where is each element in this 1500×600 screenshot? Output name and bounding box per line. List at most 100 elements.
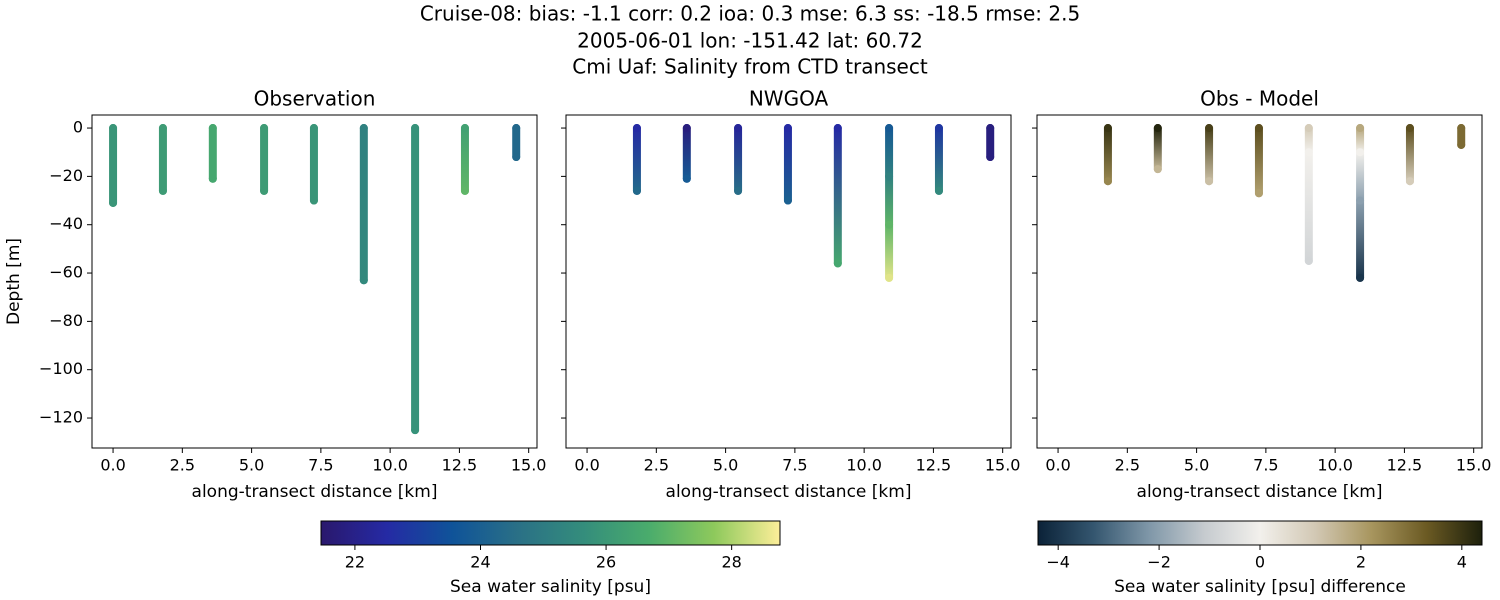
sample-point — [1254, 124, 1263, 133]
sample-point — [934, 186, 943, 195]
sample-point — [1356, 124, 1365, 133]
x-tick-label: 10.0 — [846, 456, 882, 475]
sample-point — [1103, 124, 1112, 133]
x-tick-label: 10.0 — [1317, 456, 1353, 475]
x-tick-label: 7.5 — [782, 456, 807, 475]
sample-point — [885, 172, 894, 181]
sample-point — [1254, 189, 1263, 198]
colorbar-tick-label: −4 — [1046, 553, 1070, 572]
colorbar-tick-label: 26 — [596, 553, 616, 572]
sample-point — [734, 186, 743, 195]
x-tick-label: 5.0 — [713, 456, 738, 475]
sample-point — [1457, 140, 1466, 149]
colorbar-tick-label: 2 — [1356, 553, 1366, 572]
colorbar — [320, 520, 781, 546]
sample-point — [208, 124, 217, 133]
x-tick-label: 0.0 — [1045, 456, 1070, 475]
axes-title: Obs - Model — [1200, 87, 1319, 111]
sample-point — [359, 124, 368, 133]
x-tick-label: 7.5 — [1253, 456, 1278, 475]
colorbar-label: Sea water salinity [psu] difference — [1114, 577, 1406, 597]
sample-point — [885, 220, 894, 229]
sample-point — [783, 124, 792, 133]
sample-point — [309, 196, 318, 205]
y-tick-label: −100 — [39, 359, 83, 378]
x-tick-label: 2.5 — [170, 456, 195, 475]
sample-point — [109, 198, 118, 207]
sample-point — [309, 124, 318, 133]
sample-point — [934, 124, 943, 133]
colorbar-tick-label: 24 — [470, 553, 490, 572]
x-tick-label: 15.0 — [1456, 456, 1492, 475]
y-tick-label: −80 — [49, 311, 83, 330]
axes-title: Observation — [254, 87, 376, 111]
colorbar-tick-label: 28 — [721, 553, 741, 572]
x-tick-label: 0.0 — [100, 456, 125, 475]
sample-point — [1304, 124, 1313, 133]
figure-title: Cruise-08: bias: -1.1 corr: 0.2 ioa: 0.3… — [420, 2, 1080, 26]
sample-point — [682, 124, 691, 133]
figure-title: 2005-06-01 lon: -151.42 lat: 60.72 — [577, 29, 923, 53]
sample-point — [158, 124, 167, 133]
sample-point — [359, 276, 368, 285]
sample-point — [411, 124, 420, 133]
x-tick-label: 15.0 — [985, 456, 1021, 475]
sample-point — [1356, 196, 1365, 205]
sample-point — [1153, 165, 1162, 174]
sample-point — [512, 153, 521, 162]
sample-point — [1205, 177, 1214, 186]
x-tick-label: 2.5 — [644, 456, 669, 475]
sample-point — [1356, 273, 1365, 282]
sample-point — [1356, 148, 1365, 157]
sample-point — [833, 124, 842, 133]
y-tick-label: −40 — [49, 214, 83, 233]
sample-point — [1205, 124, 1214, 133]
sample-point — [885, 273, 894, 282]
sample-point — [260, 124, 269, 133]
y-tick-label: −60 — [49, 263, 83, 282]
sample-point — [460, 186, 469, 195]
y-tick-label: −120 — [39, 408, 83, 427]
sample-point — [734, 124, 743, 133]
x-tick-label: 2.5 — [1115, 456, 1140, 475]
x-axis-label: along-transect distance [km] — [1137, 482, 1383, 502]
sample-point — [986, 153, 995, 162]
sample-point — [682, 174, 691, 183]
sample-point — [1405, 124, 1414, 133]
sample-point — [1457, 124, 1466, 133]
sample-point — [411, 426, 420, 435]
y-tick-label: 0 — [73, 118, 83, 137]
colorbar — [1037, 520, 1483, 546]
x-tick-label: 10.0 — [372, 456, 408, 475]
axes-frame — [1036, 114, 1483, 449]
sample-point — [158, 186, 167, 195]
axes-frame — [565, 114, 1012, 449]
x-tick-label: 12.5 — [916, 456, 952, 475]
sample-point — [632, 124, 641, 133]
x-tick-label: 5.0 — [239, 456, 264, 475]
x-tick-label: 12.5 — [1387, 456, 1423, 475]
x-tick-label: 0.0 — [574, 456, 599, 475]
sample-point — [1153, 124, 1162, 133]
axes-frame — [91, 114, 538, 449]
x-tick-label: 5.0 — [1184, 456, 1209, 475]
sample-point — [1103, 177, 1112, 186]
sample-point — [512, 124, 521, 133]
y-tick-label: −20 — [49, 166, 83, 185]
colorbar-tick-label: 4 — [1457, 553, 1467, 572]
colorbar-tick-label: 0 — [1255, 553, 1265, 572]
x-axis-label: along-transect distance [km] — [192, 482, 438, 502]
x-tick-label: 7.5 — [308, 456, 333, 475]
sample-point — [783, 196, 792, 205]
sample-point — [109, 124, 118, 133]
colorbar-label: Sea water salinity [psu] — [450, 577, 651, 597]
colorbar-tick-label: −2 — [1147, 553, 1171, 572]
x-tick-label: 15.0 — [511, 456, 547, 475]
sample-point — [1304, 148, 1313, 157]
sample-point — [1405, 177, 1414, 186]
axes-title: NWGOA — [749, 87, 829, 111]
figure-title: Cmi Uaf: Salinity from CTD transect — [572, 55, 928, 79]
colorbar-tick-label: 22 — [345, 553, 365, 572]
sample-point — [833, 259, 842, 268]
